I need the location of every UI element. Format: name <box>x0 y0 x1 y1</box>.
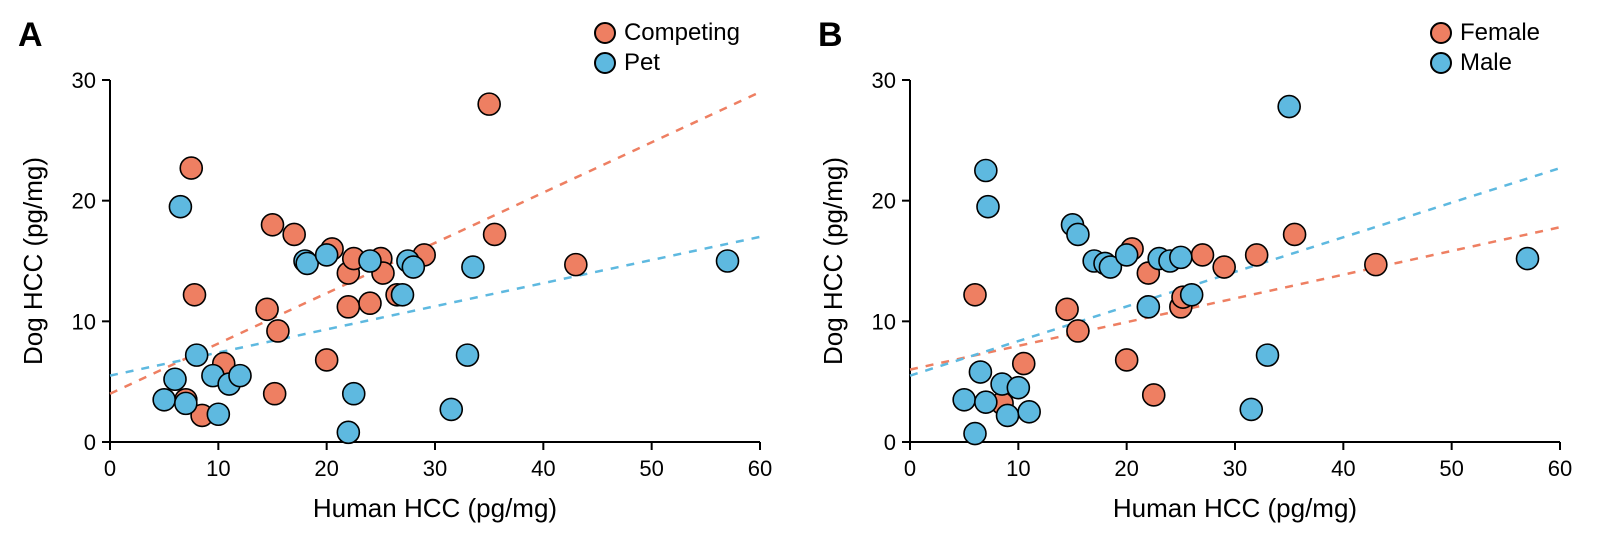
legend-label-female: Female <box>1460 18 1540 48</box>
legend-marker-male <box>1430 52 1452 74</box>
svg-text:Dog HCC (pg/mg): Dog HCC (pg/mg) <box>18 157 48 365</box>
svg-text:0: 0 <box>884 430 896 455</box>
panel-a-label: A <box>18 16 43 55</box>
svg-text:0: 0 <box>84 430 96 455</box>
svg-text:30: 30 <box>1223 456 1247 481</box>
svg-text:40: 40 <box>1331 456 1355 481</box>
svg-text:20: 20 <box>1114 456 1138 481</box>
svg-text:Human HCC (pg/mg): Human HCC (pg/mg) <box>1113 493 1357 523</box>
panel-b-chart: 0 10 20 30 40 50 60 0 10 20 30 Human HCC (pg/mg) Dog… <box>800 0 1600 537</box>
svg-text:40: 40 <box>531 456 555 481</box>
legend-marker-pet <box>594 52 616 74</box>
svg-text:20: 20 <box>872 189 896 214</box>
svg-text:30: 30 <box>72 68 96 93</box>
legend-item-pet: Pet <box>594 48 740 78</box>
panel-b: B Female Male 0 10 20 30 40 50 60 0 10 20 30 Human … <box>800 0 1600 537</box>
svg-text:60: 60 <box>1548 456 1572 481</box>
svg-text:30: 30 <box>423 456 447 481</box>
legend-marker-competing <box>594 22 616 44</box>
panel-a-chart: 0 10 20 30 40 50 60 0 10 20 30 Human HCC (pg/mg) Dog… <box>0 0 800 537</box>
legend-label-male: Male <box>1460 48 1512 78</box>
svg-text:10: 10 <box>206 456 230 481</box>
svg-text:50: 50 <box>639 456 663 481</box>
legend-item-female: Female <box>1430 18 1540 48</box>
panel-b-label: B <box>818 16 843 55</box>
panel-b-legend: Female Male <box>1430 18 1540 78</box>
svg-text:0: 0 <box>104 456 116 481</box>
svg-text:Dog HCC (pg/mg): Dog HCC (pg/mg) <box>818 157 848 365</box>
svg-text:0: 0 <box>904 456 916 481</box>
svg-text:20: 20 <box>314 456 338 481</box>
legend-item-competing: Competing <box>594 18 740 48</box>
svg-text:Human HCC (pg/mg): Human HCC (pg/mg) <box>313 493 557 523</box>
legend-label-pet: Pet <box>624 48 660 78</box>
svg-text:60: 60 <box>748 456 772 481</box>
panel-a-legend: Competing Pet <box>594 18 740 78</box>
svg-text:10: 10 <box>72 309 96 334</box>
panel-a: A Competing Pet 0 10 20 30 40 50 60 0 10 20 30 Huma… <box>0 0 800 537</box>
figure-container: A Competing Pet 0 10 20 30 40 50 60 0 10 20 30 Huma… <box>0 0 1600 537</box>
legend-label-competing: Competing <box>624 18 740 48</box>
svg-text:10: 10 <box>872 309 896 334</box>
svg-text:30: 30 <box>872 68 896 93</box>
svg-text:10: 10 <box>1006 456 1030 481</box>
svg-text:20: 20 <box>72 189 96 214</box>
svg-text:50: 50 <box>1439 456 1463 481</box>
legend-item-male: Male <box>1430 48 1540 78</box>
legend-marker-female <box>1430 22 1452 44</box>
